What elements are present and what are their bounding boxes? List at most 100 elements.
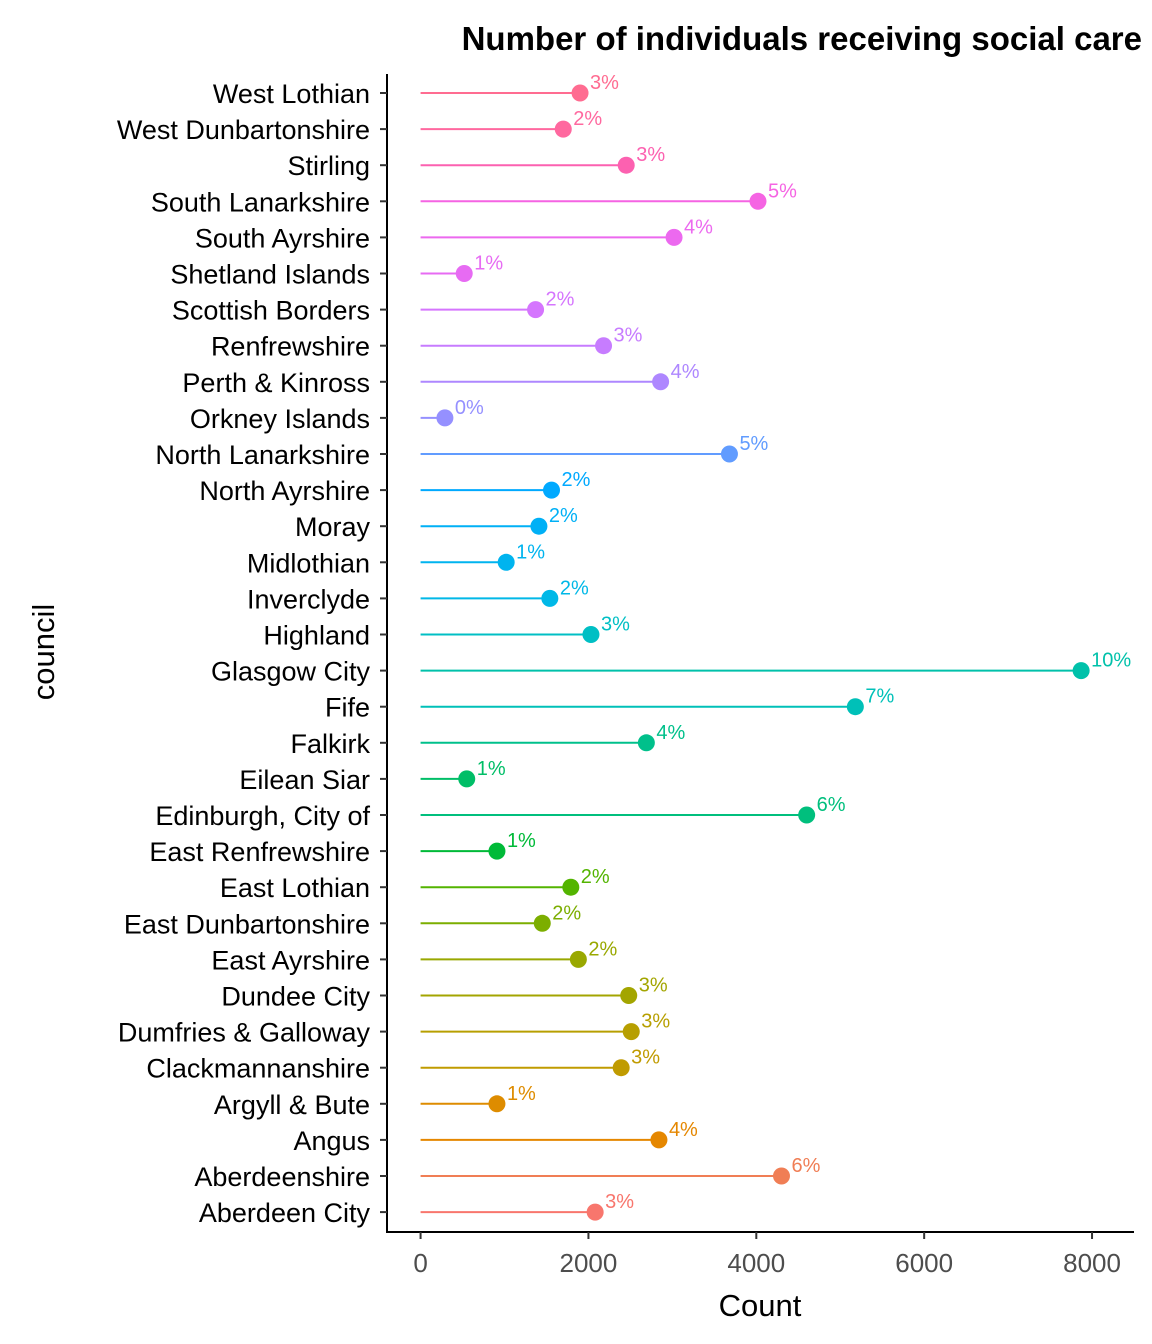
y-tick-label: West Lothian	[213, 79, 370, 109]
data-label: 3%	[639, 975, 668, 997]
lollipop-point	[772, 1167, 790, 1185]
lollipop-point	[541, 589, 559, 607]
data-label: 3%	[641, 1011, 670, 1033]
data-label: 2%	[562, 469, 591, 491]
data-label: 4%	[671, 361, 700, 383]
y-tick-label: Inverclyde	[247, 584, 370, 614]
y-tick-label: Dumfries & Galloway	[118, 1018, 371, 1048]
data-label: 1%	[474, 253, 503, 275]
lollipop-point	[488, 842, 506, 860]
lollipop-point	[543, 481, 561, 499]
data-label: 2%	[573, 108, 602, 130]
y-tick-label: Falkirk	[291, 729, 371, 759]
data-label: 1%	[477, 758, 506, 780]
data-label: 2%	[552, 902, 581, 924]
y-tick-label: East Renfrewshire	[149, 837, 370, 867]
x-tick-label: 0	[413, 1248, 427, 1278]
y-tick-label: Scottish Borders	[172, 296, 370, 326]
y-tick-label: East Dunbartonshire	[124, 909, 370, 939]
lollipop-point	[637, 734, 655, 752]
lollipop-point	[595, 337, 613, 355]
x-tick-label: 4000	[727, 1248, 785, 1278]
y-tick-label: Perth & Kinross	[182, 368, 370, 398]
y-tick-label: Highland	[263, 621, 370, 651]
y-tick-label: East Lothian	[220, 873, 370, 903]
data-label: 3%	[631, 1047, 660, 1069]
lollipop-point	[533, 914, 551, 932]
data-label: 2%	[588, 938, 617, 960]
lollipop-point	[798, 806, 816, 824]
data-label: 1%	[507, 830, 536, 852]
y-tick-label: West Dunbartonshire	[117, 115, 370, 145]
lollipop-point	[455, 265, 473, 282]
y-tick-label: Midlothian	[247, 548, 370, 578]
lollipop-point	[436, 409, 454, 427]
lollipop-point	[749, 192, 767, 210]
y-tick-label: Angus	[293, 1126, 370, 1156]
y-tick-label: Renfrewshire	[211, 332, 370, 362]
lollipop-point	[571, 84, 589, 102]
data-label: 4%	[656, 722, 685, 744]
y-tick-label: Fife	[325, 693, 370, 723]
lollipop-point	[622, 1023, 640, 1041]
data-label: 1%	[516, 541, 545, 563]
x-tick-label: 2000	[560, 1248, 618, 1278]
y-tick-label: South Lanarkshire	[151, 187, 370, 217]
data-label: 10%	[1091, 650, 1131, 672]
y-tick-label: Aberdeen City	[199, 1198, 371, 1228]
lollipop-point	[497, 553, 515, 571]
lollipop-point	[554, 120, 572, 138]
data-label: 7%	[865, 686, 894, 708]
data-label: 3%	[605, 1191, 634, 1213]
lollipop-point	[530, 517, 548, 535]
data-label: 5%	[739, 433, 768, 455]
plot-area: 3%2%3%5%4%1%2%3%4%0%5%2%2%1%2%3%10%7%4%1…	[420, 72, 1131, 1221]
data-label: 2%	[581, 866, 610, 888]
chart-title: Number of individuals receiving social c…	[462, 20, 1142, 57]
lollipop-point	[720, 445, 738, 463]
data-label: 2%	[546, 289, 575, 311]
lollipop-point	[846, 698, 864, 716]
lollipop-point	[617, 156, 635, 174]
y-tick-label: Moray	[295, 512, 371, 542]
lollipop-point	[620, 987, 638, 1004]
lollipop-point	[650, 1131, 668, 1149]
data-label: 3%	[601, 614, 630, 636]
data-label: 4%	[684, 216, 713, 238]
y-tick-label: Edinburgh, City of	[155, 801, 370, 831]
data-label: 2%	[549, 505, 578, 527]
data-label: 3%	[614, 325, 643, 347]
lollipop-point	[562, 878, 580, 896]
data-label: 5%	[768, 180, 797, 202]
lollipop-point	[527, 301, 545, 319]
y-tick-label: Shetland Islands	[170, 260, 370, 290]
x-tick-label: 6000	[895, 1248, 953, 1278]
lollipop-point	[665, 228, 683, 246]
y-tick-label: North Lanarkshire	[155, 440, 370, 470]
y-tick-label: Clackmannanshire	[146, 1054, 370, 1084]
data-label: 6%	[791, 1155, 820, 1177]
y-tick-label: South Ayrshire	[195, 223, 370, 253]
y-axis-ticks: West Lothian West Dunbartonshire Stirling S…	[117, 79, 387, 1228]
y-tick-label: Orkney Islands	[190, 404, 370, 434]
x-tick-label: 8000	[1063, 1248, 1121, 1278]
data-label: 3%	[590, 72, 619, 94]
y-tick-label: North Ayrshire	[199, 476, 370, 506]
data-label: 0%	[455, 397, 484, 419]
data-label: 1%	[507, 1083, 536, 1105]
data-label: 6%	[817, 794, 846, 816]
x-axis-label: Count	[719, 1288, 802, 1323]
lollipop-point	[569, 950, 587, 968]
data-label: 4%	[669, 1119, 698, 1141]
lollipop-point	[652, 373, 670, 391]
data-label: 3%	[636, 144, 665, 166]
lollipop-point	[458, 770, 476, 788]
y-tick-label: Stirling	[287, 151, 370, 181]
y-axis-label: council	[26, 604, 61, 701]
lollipop-point	[586, 1203, 604, 1221]
lollipop-point	[488, 1095, 506, 1113]
y-tick-label: Argyll & Bute	[214, 1090, 370, 1120]
lollipop-point	[1072, 662, 1090, 680]
y-tick-label: Eilean Siar	[239, 765, 370, 795]
